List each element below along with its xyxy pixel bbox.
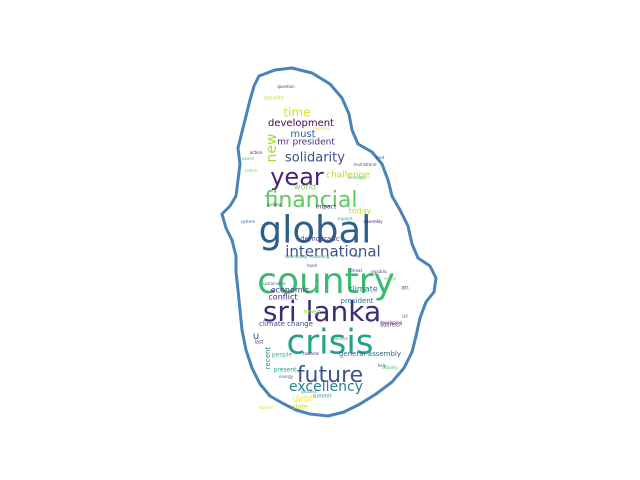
cloud-word-last: last [254,340,263,346]
cloud-word-help: help [378,363,387,368]
cloud-word-region: region [384,276,397,281]
cloud-word-economy: economy [348,175,367,180]
cloud-word-international: international [285,243,380,261]
cloud-word-system: system [241,219,256,224]
cloud-word-climate-change: climate change [259,320,313,328]
cloud-word-time: time [283,106,310,120]
cloud-word-climate: climate [348,285,378,294]
cloud-word-conflict: conflict [268,293,297,302]
cloud-word-global: global [259,209,372,252]
cloud-word-support: support [337,216,353,221]
cloud-word-world: world [294,183,316,192]
cloud-word-people: people [272,352,293,359]
cloud-word-action: action [250,150,263,155]
island-outline [220,66,438,418]
cloud-word-balance: balance [314,126,330,131]
cloud-word-mr-president: mr president [277,138,335,148]
cloud-word-women: women [259,405,274,410]
cloud-word-democratic: democratic [300,235,340,243]
cloud-word-financial: financial [264,188,357,213]
cloud-word-process: process [301,389,316,394]
cloud-word-an: an [401,285,409,292]
cloud-word-u: u [253,331,259,342]
cloud-word-nation: nation [245,168,258,173]
cloud-word-general-assembly: general assembly [339,350,401,358]
cloud-word-energy: energy [279,374,294,379]
cloud-word-food: food [376,155,385,160]
cloud-word-recent: recent [264,347,272,370]
cloud-word-session: session [334,336,349,341]
cloud-word-summit: summit [313,394,332,400]
cloud-word-challenge: challenge [326,171,370,181]
cloud-word-sri-lanka: sri lanka [263,295,381,328]
cloud-word-us: us [402,314,408,320]
cloud-word-question: question [277,84,295,89]
cloud-word-year: year [270,163,324,191]
cloud-word-new: new [264,134,280,163]
cloud-word-peace: peace [242,156,255,161]
cloud-word-must: must [290,129,315,140]
cloud-word-today: today [349,207,372,216]
cloud-word-crisis: crisis [287,323,374,363]
cloud-word-excellency: excellency [289,379,363,395]
cloud-word-impact: impact [316,204,337,211]
cloud-word-security: security [264,96,284,102]
cloud-word-future: future [297,363,363,388]
cloud-word-debt: debt [293,395,314,405]
cloud-word-president: president [341,297,374,305]
cloud-word-developing: developing [380,320,403,325]
cloud-word-lag: lag [354,253,361,258]
cloud-word-hand: hand [307,263,318,268]
cloud-word-spilling: spilling [267,202,282,207]
cloud-word-present: present [274,367,297,374]
cloud-word-towards: towards [303,351,319,356]
cloud-word-economic: economic [271,286,310,295]
cloud-word-republic: republic [371,269,387,274]
cloud-word-solidarity: solidarity [285,151,345,166]
cloud-word-country: country [257,261,395,302]
cloud-word-community: community [285,254,308,259]
cloud-word-assembly: assembly [364,219,384,224]
cloud-word-state: state [292,404,308,411]
cloud-word-multilateral: multilateral [353,162,376,167]
cloud-word-sustainable: sustainable [263,281,286,286]
cloud-word-address: address [380,323,400,329]
cloud-word-stability: stability [382,365,399,370]
cloud-word-including: including [311,254,330,259]
cloud-word-need: need [303,308,321,316]
cloud-word-threat: threat [350,268,363,273]
cloud-word-development: development [268,118,334,129]
